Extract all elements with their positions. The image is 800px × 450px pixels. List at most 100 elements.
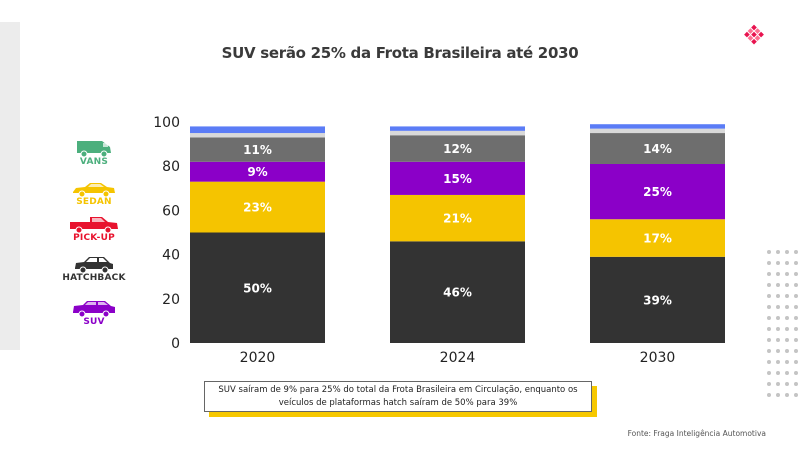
data-label: 11% [243,143,272,157]
decor-dot [794,360,798,364]
pickup-icon [70,217,118,234]
decor-dot [776,360,780,364]
decor-dot [776,261,780,265]
chart-title: SUV serão 25% da Frota Brasileira até 20… [221,44,579,62]
brand-logo [744,24,764,45]
data-label: 21% [443,212,472,226]
y-tick-label: 20 [162,292,180,308]
annotation-line-1: SUV saíram de 9% para 25% do total da Fr… [218,385,578,395]
x-tick-label: 2020 [240,350,276,366]
decor-dot [794,349,798,353]
decor-dot [767,261,771,265]
data-label: 9% [247,165,267,179]
bar-segment-suv [190,161,325,182]
decor-dot [785,360,789,364]
bar-segment-hatch [390,241,525,343]
decor-dot [794,338,798,342]
legend-label-hatchback: HATCHBACK [62,273,126,283]
bar-segment-vans_gray [590,128,725,134]
decor-dot [785,272,789,276]
decor-dot [767,382,771,386]
decor-dot [794,393,798,397]
bar-segment-sedan [190,181,325,233]
legend-label-sedan: SEDAN [76,197,112,207]
bar-segment-pickup [190,137,325,162]
data-label: 17% [643,232,672,246]
bar-segment-vans_blue [590,124,725,129]
y-tick-label: 80 [162,159,180,175]
decor-dot [767,338,771,342]
decor-dot [767,327,771,331]
decor-dot [785,294,789,298]
hatchback-icon [75,257,113,274]
bar-segment-suv [590,163,725,220]
y-tick-label: 0 [171,336,180,352]
data-label: 46% [443,286,472,300]
decor-dot [785,283,789,287]
decor-dot [767,371,771,375]
decor-dot [767,316,771,320]
decor-dot [794,371,798,375]
legend-item-hatchback: HATCHBACK [56,254,132,283]
decor-dot [776,393,780,397]
legend-item-vans: VANS [56,138,132,167]
decor-dot [767,283,771,287]
left-decor-strip [0,22,20,350]
decor-dot [794,272,798,276]
decor-dot [767,393,771,397]
decor-dot [785,316,789,320]
decor-dot [785,338,789,342]
legend-item-suv: SUV [56,298,132,327]
bar-segment-suv [390,161,525,195]
data-label: 14% [643,142,672,156]
decor-dot [776,327,780,331]
decor-dot [794,316,798,320]
bar-segment-pickup [390,135,525,162]
bar-segment-hatch [590,256,725,343]
legend-label-suv: SUV [83,317,105,327]
decor-dot [785,393,789,397]
decor-dot [794,305,798,309]
legend-item-pickup: PICK-UP [56,214,132,243]
decor-dot [785,305,789,309]
data-label: 15% [443,172,472,186]
bar-segment-vans_gray [190,133,325,138]
decor-dot [776,294,780,298]
decor-dot [794,382,798,386]
decorative-dot-grid [767,250,800,410]
decor-dot [794,327,798,331]
data-label: 12% [443,142,472,156]
bar-segment-sedan [390,194,525,242]
suv-icon [73,301,115,318]
annotation-box: SUV saíram de 9% para 25% do total da Fr… [204,381,592,412]
decor-dot [785,349,789,353]
decor-dot [785,327,789,331]
decor-dot [767,294,771,298]
annotation-line-2: veículos de plataformas hatch saíram de … [278,398,518,408]
decor-dot [794,294,798,298]
decor-dot [767,272,771,276]
sedan-icon [73,183,115,198]
y-tick-label: 100 [153,115,180,131]
bar-segment-vans_gray [390,130,525,136]
decor-dot [785,261,789,265]
decor-dot [794,283,798,287]
decor-dot [767,250,771,254]
legend-label-vans: VANS [79,157,109,167]
decor-dot [776,382,780,386]
bar-segment-vans_blue [390,126,525,131]
decor-dot [785,371,789,375]
data-label: 50% [243,281,272,295]
bar-segment-hatch [190,232,325,343]
y-tick-label: 60 [162,203,180,219]
legend-label-pickup: PICK-UP [73,233,115,243]
legend-item-sedan: SEDAN [56,180,132,207]
decor-dot [767,305,771,309]
data-label: 23% [243,201,272,215]
van-icon [77,141,111,158]
decor-dot [785,250,789,254]
decor-dot [767,360,771,364]
decor-dot [767,349,771,353]
decor-dot [776,283,780,287]
